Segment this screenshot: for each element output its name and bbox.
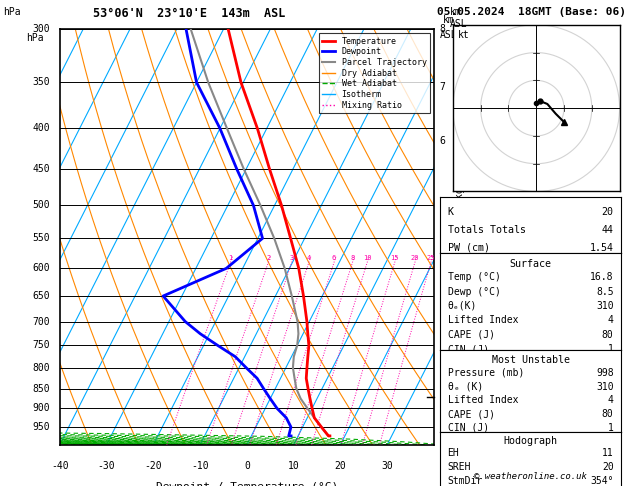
Text: hPa: hPa — [26, 34, 44, 43]
Text: 500: 500 — [33, 200, 50, 210]
Text: 700: 700 — [33, 316, 50, 327]
Text: 4: 4 — [440, 272, 445, 282]
Text: -20: -20 — [145, 461, 162, 471]
Text: 30: 30 — [381, 461, 393, 471]
Text: 800: 800 — [33, 363, 50, 373]
Text: km: km — [450, 7, 462, 17]
Text: 6: 6 — [332, 255, 336, 260]
Text: 20: 20 — [411, 255, 419, 260]
Text: Most Unstable: Most Unstable — [491, 355, 570, 365]
Text: Lifted Index: Lifted Index — [447, 315, 518, 325]
Text: 354°: 354° — [590, 476, 614, 486]
Text: θₑ(K): θₑ(K) — [447, 301, 477, 311]
Text: © weatheronline.co.uk: © weatheronline.co.uk — [474, 472, 587, 481]
Legend: Temperature, Dewpoint, Parcel Trajectory, Dry Adiabat, Wet Adiabat, Isotherm, Mi: Temperature, Dewpoint, Parcel Trajectory… — [319, 34, 430, 113]
Text: 2: 2 — [440, 365, 445, 375]
Text: Pressure (mb): Pressure (mb) — [447, 368, 524, 378]
Text: 8.5: 8.5 — [596, 287, 614, 296]
Text: 350: 350 — [33, 77, 50, 87]
Text: Dewpoint / Temperature (°C): Dewpoint / Temperature (°C) — [156, 482, 338, 486]
Text: 44: 44 — [601, 225, 614, 235]
Text: 1: 1 — [228, 255, 233, 260]
Text: 950: 950 — [33, 422, 50, 432]
Text: 3: 3 — [440, 321, 445, 331]
Text: StmDir: StmDir — [447, 476, 483, 486]
Text: 25: 25 — [426, 255, 435, 260]
Text: 15: 15 — [391, 255, 399, 260]
Text: 850: 850 — [33, 383, 50, 394]
Text: hPa: hPa — [3, 7, 21, 17]
Text: CIN (J): CIN (J) — [447, 344, 489, 354]
Text: 16.8: 16.8 — [590, 272, 614, 282]
Text: 20: 20 — [601, 207, 614, 217]
Text: 4: 4 — [608, 315, 614, 325]
Text: 7: 7 — [440, 82, 445, 92]
Text: 1: 1 — [608, 423, 614, 433]
Text: 20: 20 — [602, 462, 614, 472]
Text: kt: kt — [458, 30, 470, 40]
Text: K: K — [447, 207, 454, 217]
Text: 05.05.2024  18GMT (Base: 06): 05.05.2024 18GMT (Base: 06) — [437, 7, 626, 17]
Text: 8: 8 — [350, 255, 355, 260]
Text: Lifted Index: Lifted Index — [447, 395, 518, 405]
Text: 0: 0 — [244, 461, 250, 471]
Text: Mixing Ratio (g/kg): Mixing Ratio (g/kg) — [455, 181, 465, 293]
Text: 6: 6 — [440, 136, 445, 146]
Text: 80: 80 — [602, 330, 614, 340]
Text: 4: 4 — [608, 395, 614, 405]
Text: 400: 400 — [33, 123, 50, 134]
Text: ASL: ASL — [450, 19, 467, 30]
Text: Hodograph: Hodograph — [504, 436, 557, 446]
Text: 600: 600 — [33, 263, 50, 274]
Text: ASL: ASL — [440, 30, 458, 39]
Text: km: km — [443, 15, 455, 25]
Text: PW (cm): PW (cm) — [447, 243, 489, 253]
Text: EH: EH — [447, 448, 459, 457]
Text: CIN (J): CIN (J) — [447, 423, 489, 433]
Text: 300: 300 — [33, 24, 50, 34]
Text: Surface: Surface — [509, 259, 552, 269]
Text: 53°06'N  23°10'E  143m  ASL: 53°06'N 23°10'E 143m ASL — [92, 7, 285, 20]
Text: Dewp (°C): Dewp (°C) — [447, 287, 501, 296]
Text: SREH: SREH — [447, 462, 471, 472]
Text: 20: 20 — [335, 461, 347, 471]
Text: 1.54: 1.54 — [589, 243, 614, 253]
Text: 650: 650 — [33, 291, 50, 301]
Text: CAPE (J): CAPE (J) — [447, 409, 494, 419]
Text: 11: 11 — [602, 448, 614, 457]
Text: 4: 4 — [307, 255, 311, 260]
Text: 8: 8 — [440, 24, 445, 34]
Text: 450: 450 — [33, 164, 50, 174]
Text: 1: 1 — [608, 344, 614, 354]
Text: 3: 3 — [289, 255, 294, 260]
Text: 550: 550 — [33, 233, 50, 243]
Text: Temp (°C): Temp (°C) — [447, 272, 501, 282]
Text: 10: 10 — [288, 461, 299, 471]
Text: -40: -40 — [51, 461, 69, 471]
Text: 80: 80 — [602, 409, 614, 419]
Text: 10: 10 — [363, 255, 371, 260]
Text: 2: 2 — [266, 255, 270, 260]
Text: -10: -10 — [191, 461, 209, 471]
Text: 310: 310 — [596, 301, 614, 311]
Text: -30: -30 — [97, 461, 115, 471]
Text: CAPE (J): CAPE (J) — [447, 330, 494, 340]
Text: 998: 998 — [596, 368, 614, 378]
Text: LCL: LCL — [440, 392, 455, 401]
Text: 900: 900 — [33, 403, 50, 413]
Text: Totals Totals: Totals Totals — [447, 225, 525, 235]
Text: 1: 1 — [440, 405, 445, 415]
Text: θₑ (K): θₑ (K) — [447, 382, 483, 392]
Text: 750: 750 — [33, 340, 50, 350]
Text: 310: 310 — [596, 382, 614, 392]
Text: 5: 5 — [440, 214, 445, 224]
